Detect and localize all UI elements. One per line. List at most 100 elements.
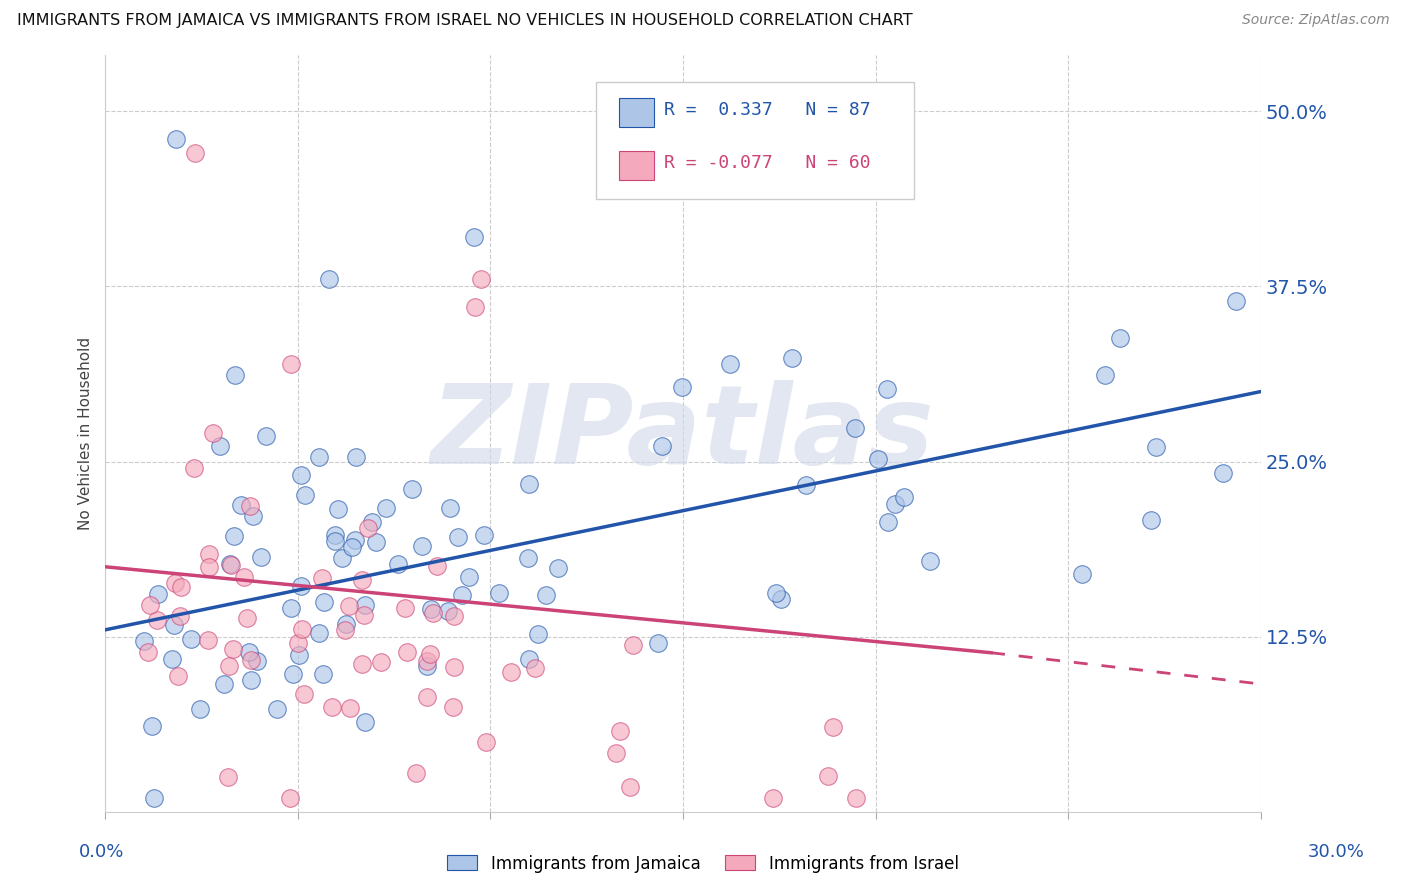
Point xyxy=(370,655,392,669)
Point xyxy=(321,699,343,714)
Point xyxy=(360,515,382,529)
Point xyxy=(443,660,465,674)
Point xyxy=(416,658,439,673)
Bar xyxy=(620,152,654,180)
Point xyxy=(437,604,460,618)
Point xyxy=(794,478,817,492)
Text: 30.0%: 30.0% xyxy=(1308,843,1364,861)
Point xyxy=(287,636,309,650)
Point xyxy=(609,724,631,739)
Text: R = -0.077   N = 60: R = -0.077 N = 60 xyxy=(665,154,872,172)
Point xyxy=(183,461,205,475)
Point xyxy=(236,611,259,625)
Point xyxy=(231,498,253,512)
Point xyxy=(405,765,427,780)
Point xyxy=(396,645,419,659)
Point xyxy=(350,573,373,587)
Point xyxy=(219,557,242,571)
Point xyxy=(197,547,219,561)
Point xyxy=(470,272,492,286)
Point xyxy=(246,654,269,668)
Point xyxy=(280,601,302,615)
Point xyxy=(136,645,159,659)
Point xyxy=(239,500,262,514)
Point xyxy=(443,608,465,623)
Text: 0.0%: 0.0% xyxy=(79,843,124,861)
Point xyxy=(239,673,262,688)
Point xyxy=(238,645,260,659)
Point xyxy=(167,669,190,683)
Point xyxy=(344,450,367,465)
Point xyxy=(1094,368,1116,383)
Point xyxy=(280,357,302,371)
Point xyxy=(499,665,522,680)
Point xyxy=(817,769,839,783)
Point xyxy=(218,658,240,673)
Bar xyxy=(620,98,654,127)
Point xyxy=(605,746,627,760)
Point xyxy=(240,653,263,667)
Point xyxy=(146,613,169,627)
Point xyxy=(387,557,409,571)
Point xyxy=(339,599,361,613)
Y-axis label: No Vehicles in Household: No Vehicles in Household xyxy=(79,337,93,530)
Point xyxy=(344,533,367,547)
Point xyxy=(333,623,356,637)
Point xyxy=(197,633,219,648)
Point xyxy=(845,791,868,805)
Point xyxy=(401,482,423,496)
Point xyxy=(146,587,169,601)
Point xyxy=(1140,513,1163,527)
Point xyxy=(450,588,472,602)
Point xyxy=(278,791,301,805)
Point xyxy=(651,439,673,453)
Point xyxy=(411,539,433,553)
Point xyxy=(290,468,312,483)
Point xyxy=(170,580,193,594)
Point xyxy=(868,452,890,467)
Point xyxy=(330,550,353,565)
Point xyxy=(214,677,236,691)
Point xyxy=(292,687,315,701)
Point xyxy=(782,351,804,365)
Point xyxy=(335,616,357,631)
Point xyxy=(844,421,866,435)
Point xyxy=(770,592,793,607)
Point xyxy=(419,648,441,662)
Point xyxy=(375,501,398,516)
Point xyxy=(354,714,377,729)
Point xyxy=(183,146,205,161)
Point xyxy=(877,515,900,529)
Point xyxy=(163,618,186,632)
Point xyxy=(222,529,245,543)
Point xyxy=(266,702,288,716)
Point xyxy=(318,272,340,286)
Point xyxy=(441,699,464,714)
Point xyxy=(323,528,346,542)
Point xyxy=(883,497,905,511)
Point xyxy=(249,550,271,565)
Point xyxy=(188,702,211,716)
Point xyxy=(294,488,316,502)
Point xyxy=(141,718,163,732)
Point xyxy=(254,428,277,442)
Legend: Immigrants from Jamaica, Immigrants from Israel: Immigrants from Jamaica, Immigrants from… xyxy=(440,848,966,880)
Point xyxy=(516,550,538,565)
Point xyxy=(201,426,224,441)
Point xyxy=(139,598,162,612)
Point xyxy=(1225,294,1247,309)
Point xyxy=(160,652,183,666)
Point xyxy=(1212,466,1234,480)
Point xyxy=(517,477,540,491)
Point xyxy=(180,632,202,647)
Point xyxy=(290,579,312,593)
Point xyxy=(283,666,305,681)
Point xyxy=(1108,331,1130,345)
Point xyxy=(222,641,245,656)
Point xyxy=(132,634,155,648)
Point xyxy=(619,780,641,795)
Point xyxy=(422,606,444,620)
Point xyxy=(291,622,314,636)
Point xyxy=(918,554,941,568)
Point xyxy=(446,530,468,544)
